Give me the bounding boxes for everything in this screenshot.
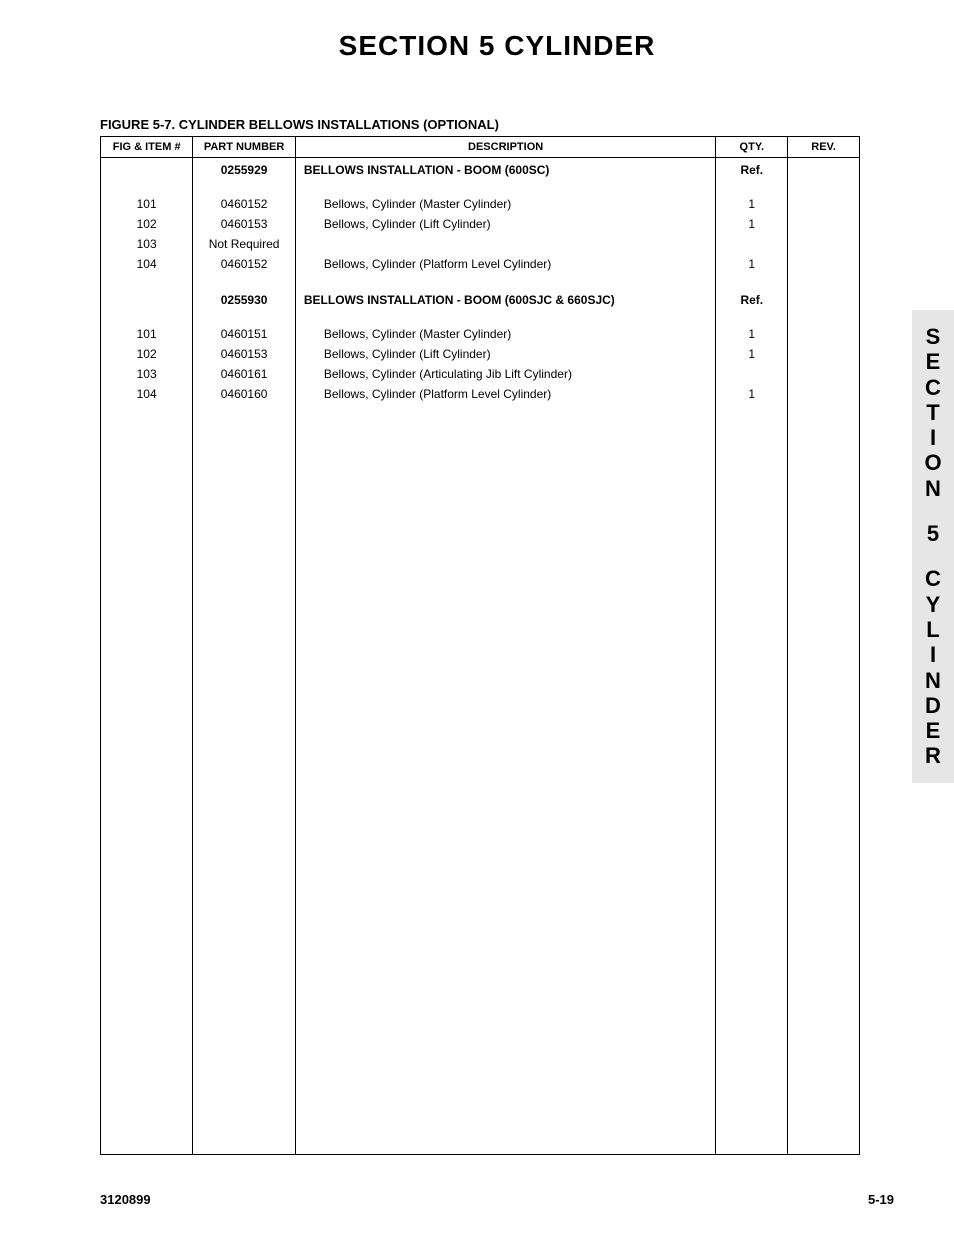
side-tab-char: Y (912, 592, 954, 617)
table-row: 1040460160Bellows, Cylinder (Platform Le… (101, 384, 860, 404)
table-row: 1040460152Bellows, Cylinder (Platform Le… (101, 254, 860, 274)
table-cell: 0460152 (193, 194, 296, 214)
table-cell: 0460153 (193, 214, 296, 234)
table-cell: 0255929 (193, 158, 296, 181)
table-cell: Bellows, Cylinder (Lift Cylinder) (295, 344, 716, 364)
footer-right: 5-19 (868, 1192, 894, 1207)
col-header-fig: FIG & ITEM # (101, 137, 193, 158)
table-cell: 1 (716, 384, 788, 404)
side-tab-char: T (912, 400, 954, 425)
table-cell: Bellows, Cylinder (Master Cylinder) (295, 194, 716, 214)
col-header-part: PART NUMBER (193, 137, 296, 158)
side-tab: SECTION 5 CYLINDER (912, 310, 954, 783)
footer-left: 3120899 (100, 1192, 151, 1207)
side-tab-char (912, 546, 954, 566)
table-cell: 0460152 (193, 254, 296, 274)
table-row: 0255929BELLOWS INSTALLATION - BOOM (600S… (101, 158, 860, 181)
table-cell (788, 364, 860, 384)
side-tab-char: L (912, 617, 954, 642)
table-cell: Ref. (716, 288, 788, 310)
side-tab-char: N (912, 476, 954, 501)
table-row: 1030460161Bellows, Cylinder (Articulatin… (101, 364, 860, 384)
table-cell: 1 (716, 214, 788, 234)
side-tab-char: D (912, 693, 954, 718)
side-tab-char: E (912, 349, 954, 374)
page-footer: 3120899 5-19 (100, 1192, 894, 1207)
table-cell: Ref. (716, 158, 788, 181)
table-row (101, 310, 860, 324)
table-cell (716, 364, 788, 384)
table-cell: 0255930 (193, 288, 296, 310)
table-cell: Bellows, Cylinder (Lift Cylinder) (295, 214, 716, 234)
table-cell (716, 234, 788, 254)
table-cell: 1 (716, 344, 788, 364)
side-tab-char: 5 (912, 521, 954, 546)
table-cell (101, 288, 193, 310)
table-cell (101, 158, 193, 181)
side-tab-char (912, 501, 954, 521)
table-row: 1010460151Bellows, Cylinder (Master Cyli… (101, 324, 860, 344)
table-cell: 104 (101, 254, 193, 274)
table-cell (788, 324, 860, 344)
side-tab-char: C (912, 566, 954, 591)
table-cell (788, 344, 860, 364)
side-tab-char: S (912, 324, 954, 349)
figure-title: FIGURE 5-7. CYLINDER BELLOWS INSTALLATIO… (100, 117, 894, 132)
table-cell: 0460151 (193, 324, 296, 344)
col-header-rev: REV. (788, 137, 860, 158)
table-filler (101, 404, 860, 1154)
col-header-qty: QTY. (716, 137, 788, 158)
table-row: 1020460153Bellows, Cylinder (Lift Cylind… (101, 344, 860, 364)
table-cell: 101 (101, 324, 193, 344)
table-cell (788, 234, 860, 254)
side-tab-char: N (912, 668, 954, 693)
table-cell: 0460161 (193, 364, 296, 384)
table-cell (295, 234, 716, 254)
table-cell: Not Required (193, 234, 296, 254)
side-tab-char: R (912, 743, 954, 768)
table-cell: 102 (101, 214, 193, 234)
table-header-row: FIG & ITEM # PART NUMBER DESCRIPTION QTY… (101, 137, 860, 158)
table-row: 103Not Required (101, 234, 860, 254)
table-cell: Bellows, Cylinder (Master Cylinder) (295, 324, 716, 344)
table-cell (788, 214, 860, 234)
table-cell (788, 288, 860, 310)
table-cell: Bellows, Cylinder (Articulating Jib Lift… (295, 364, 716, 384)
table-cell (788, 384, 860, 404)
side-tab-char: O (912, 450, 954, 475)
table-cell (788, 254, 860, 274)
table-cell: Bellows, Cylinder (Platform Level Cylind… (295, 254, 716, 274)
table-row (101, 274, 860, 288)
table-cell: 101 (101, 194, 193, 214)
table-row: 1010460152Bellows, Cylinder (Master Cyli… (101, 194, 860, 214)
table-cell: BELLOWS INSTALLATION - BOOM (600SJC & 66… (295, 288, 716, 310)
table-cell: 0460160 (193, 384, 296, 404)
side-tab-char: I (912, 642, 954, 667)
table-cell: 103 (101, 234, 193, 254)
table-cell: 104 (101, 384, 193, 404)
table-cell (788, 194, 860, 214)
table-cell: 103 (101, 364, 193, 384)
table-cell (788, 158, 860, 181)
table-row: 0255930BELLOWS INSTALLATION - BOOM (600S… (101, 288, 860, 310)
side-tab-char: I (912, 425, 954, 450)
section-title: SECTION 5 CYLINDER (100, 30, 894, 62)
table-cell: BELLOWS INSTALLATION - BOOM (600SC) (295, 158, 716, 181)
side-tab-char: E (912, 718, 954, 743)
side-tab-char: C (912, 375, 954, 400)
table-row (101, 180, 860, 194)
table-cell: 0460153 (193, 344, 296, 364)
table-cell: 1 (716, 324, 788, 344)
table-cell: 1 (716, 254, 788, 274)
table-row: 1020460153Bellows, Cylinder (Lift Cylind… (101, 214, 860, 234)
table-cell: Bellows, Cylinder (Platform Level Cylind… (295, 384, 716, 404)
table-cell: 1 (716, 194, 788, 214)
table-cell: 102 (101, 344, 193, 364)
parts-table: FIG & ITEM # PART NUMBER DESCRIPTION QTY… (100, 136, 860, 1155)
col-header-desc: DESCRIPTION (295, 137, 716, 158)
